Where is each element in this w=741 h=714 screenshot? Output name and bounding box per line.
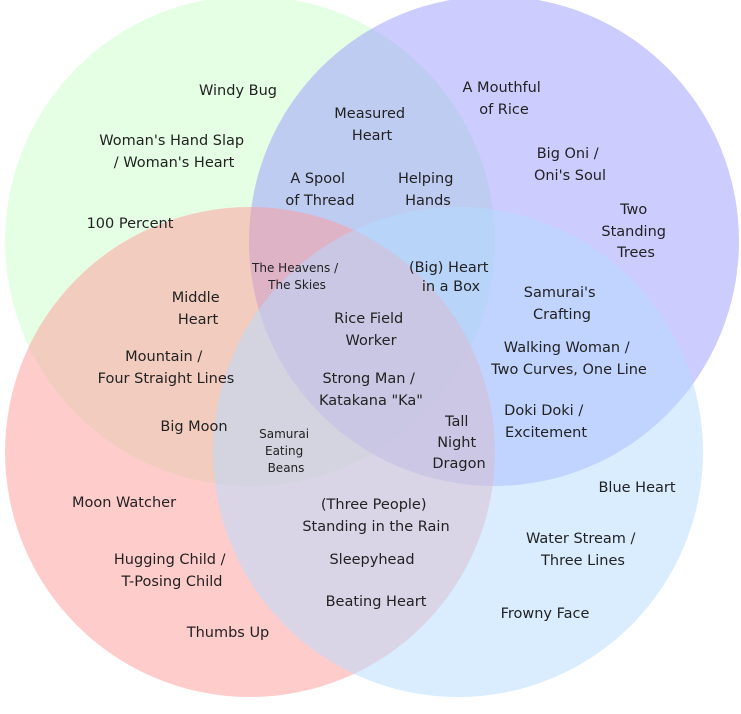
label-hugging-child: Hugging Child / T-Posing Child	[114, 552, 230, 590]
label-line: Walking Woman /	[504, 340, 630, 356]
label-line: of Rice	[479, 102, 529, 118]
label-line: Middle	[172, 290, 220, 306]
label-line: Mountain /	[125, 349, 202, 365]
label-rice-field-worker: Rice Field Worker	[334, 311, 408, 349]
label-line: Night	[437, 435, 476, 451]
label-line: Woman's Hand Slap	[99, 133, 244, 149]
label-line: Excitement	[505, 425, 587, 441]
label-line: Beans	[268, 461, 305, 475]
label-big-moon: Big Moon	[160, 419, 227, 435]
label-line: of Thread	[285, 193, 354, 209]
label-three-people: (Three People) Standing in the Rain	[302, 497, 449, 535]
label-line: Helping	[398, 171, 453, 187]
label-line: Windy Bug	[199, 83, 277, 99]
label-line: (Big) Heart	[409, 260, 489, 276]
label-samurai-eating-beans: Samurai Eating Beans	[259, 427, 313, 475]
label-line: Eating	[265, 444, 303, 458]
label-mouthful-of-rice: A Mouthful of Rice	[463, 80, 546, 118]
label-line: Thumbs Up	[186, 625, 270, 641]
label-beating-heart: Beating Heart	[326, 594, 427, 610]
label-line: in a Box	[422, 279, 481, 295]
label-tall-night-dragon: Tall Night Dragon	[432, 414, 485, 472]
label-line: Worker	[345, 333, 396, 349]
label-heart-in-a-box: (Big) Heart in a Box	[409, 260, 493, 295]
circle-bottom-right	[213, 207, 703, 697]
label-sleepyhead: Sleepyhead	[329, 552, 414, 568]
label-mountain: Mountain / Four Straight Lines	[98, 349, 235, 387]
label-line: Four Straight Lines	[98, 371, 235, 387]
label-samurais-crafting: Samurai's Crafting	[524, 285, 600, 323]
label-doki-doki: Doki Doki / Excitement	[504, 403, 588, 441]
label-helping-hands: Helping Hands	[398, 171, 458, 209]
label-100-percent: 100 Percent	[87, 216, 174, 232]
label-line: Heart	[178, 312, 219, 328]
label-line: Measured	[334, 106, 405, 122]
label-walking-woman: Walking Woman / Two Curves, One Line	[490, 340, 647, 378]
label-line: A Mouthful	[463, 80, 541, 96]
label-strong-man: Strong Man / Katakana "Ka"	[319, 371, 423, 409]
label-heavens-skies: The Heavens / The Skies	[251, 261, 342, 292]
label-frowny-face: Frowny Face	[501, 606, 590, 622]
label-line: Crafting	[533, 307, 591, 323]
label-line: Three Lines	[540, 553, 625, 569]
label-line: Beating Heart	[326, 594, 427, 610]
label-windy-bug: Windy Bug	[199, 83, 277, 99]
label-two-standing-trees: Two Standing Trees	[601, 202, 670, 261]
label-measured-heart: Measured Heart	[334, 106, 409, 144]
label-line: Oni's Soul	[534, 168, 606, 184]
label-line: A Spool	[290, 171, 345, 187]
label-line: 100 Percent	[87, 216, 174, 232]
label-line: Blue Heart	[598, 480, 675, 496]
label-line: Samurai's	[524, 285, 596, 301]
venn-circles	[5, 0, 739, 697]
label-line: / Woman's Heart	[114, 155, 235, 171]
label-line: Standing	[601, 224, 666, 240]
label-spool-of-thread: A Spool of Thread	[285, 171, 354, 209]
label-big-oni: Big Oni / Oni's Soul	[534, 146, 606, 184]
label-line: T-Posing Child	[120, 574, 222, 590]
label-line: Samurai	[259, 427, 309, 441]
label-line: The Skies	[267, 278, 326, 292]
label-moon-watcher: Moon Watcher	[72, 495, 176, 511]
label-blue-heart: Blue Heart	[598, 480, 675, 496]
label-line: Rice Field	[334, 311, 403, 327]
label-water-stream: Water Stream / Three Lines	[526, 531, 640, 569]
label-line: Moon Watcher	[72, 495, 176, 511]
label-line: Hugging Child /	[114, 552, 226, 568]
label-line: Hands	[405, 193, 451, 209]
label-middle-heart: Middle Heart	[172, 290, 225, 328]
label-line: Standing in the Rain	[302, 519, 449, 535]
label-line: (Three People)	[321, 497, 427, 513]
label-line: Doki Doki /	[504, 403, 583, 419]
label-line: Frowny Face	[501, 606, 590, 622]
label-line: Two Curves, One Line	[490, 362, 647, 378]
label-line: Strong Man /	[322, 371, 415, 387]
label-line: Katakana "Ka"	[319, 393, 423, 409]
label-womans-hand-slap: Woman's Hand Slap / Woman's Heart	[99, 133, 248, 171]
label-line: Dragon	[432, 456, 485, 472]
label-line: Big Oni /	[537, 146, 599, 162]
label-line: Water Stream /	[526, 531, 636, 547]
label-line: Two	[619, 202, 647, 218]
label-thumbs-up: Thumbs Up	[186, 625, 270, 641]
venn-labels: Windy Bug Woman's Hand Slap / Woman's He…	[72, 80, 676, 641]
label-line: Big Moon	[160, 419, 227, 435]
label-line: Sleepyhead	[329, 552, 414, 568]
label-line: Tall	[444, 414, 468, 430]
label-line: Trees	[616, 245, 655, 261]
label-line: Heart	[352, 128, 393, 144]
label-line: The Heavens /	[251, 261, 339, 275]
